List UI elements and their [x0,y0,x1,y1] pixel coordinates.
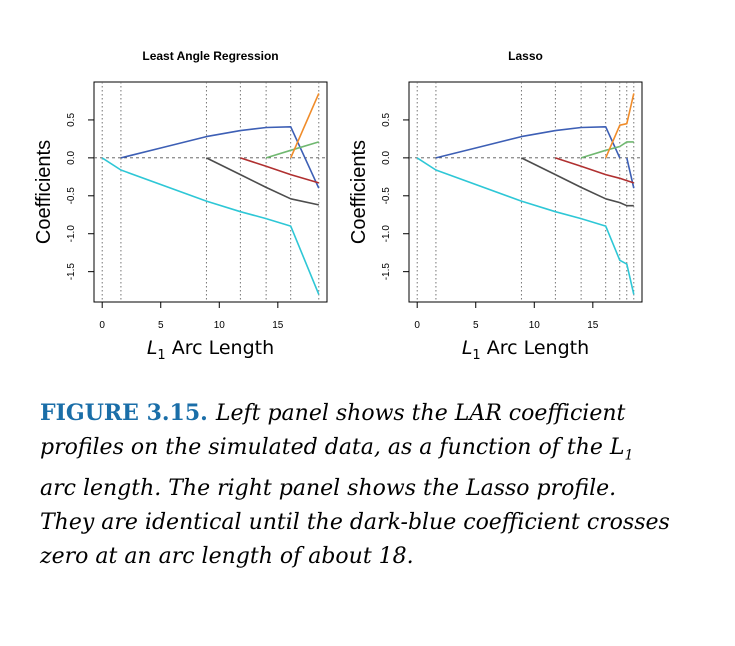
y-tick-label: 0.0 [66,150,77,164]
caption-line-1: FIGURE 3.15. Left panel shows the LAR coe… [40,396,680,431]
coefficient-path [555,157,635,184]
caption-line-4: They are identical until the dark-blue c… [40,510,670,536]
y-tick-label: -1.5 [381,263,392,281]
x-axis-label-rest: Arc Length [166,337,274,359]
caption-subscript: 1 [624,447,634,464]
figure-caption: FIGURE 3.15. Left panel shows the LAR coe… [40,396,680,574]
x-axis-label-subscript: 1 [157,348,165,363]
x-axis-label-main: L [147,337,158,359]
y-axis-label: Coefficients [33,140,55,244]
y-tick-label: -0.5 [381,187,392,205]
caption-line-3: arc length. The right panel shows the La… [40,476,617,502]
y-tick-label: -1.0 [381,225,392,243]
coefficient-path [521,157,634,207]
coefficient-path [240,157,320,184]
x-axis-label-subscript: 1 [472,348,480,363]
plot-frame [408,81,643,303]
coefficient-path [435,126,621,159]
x-tick-label: 0 [99,320,105,331]
x-tick-label: 15 [272,320,284,331]
chart-title: Least Angle Regression [142,49,278,63]
coefficient-path [626,157,635,189]
chart-title: Lasso [508,49,543,63]
caption-text-2: profiles on the simulated data, as a fun… [40,435,625,460]
chart-panel-2: Lasso 0 5 10 15 -1.5 -1.0 -0.5 0.0 0.5 Coefficient… [348,49,643,363]
y-tick-label: -0.5 [66,187,77,205]
x-axis-label: L1 Arc Length [462,337,589,363]
chart-panel-1: Least Angle Regression 0 5 10 15 -1.5 -1.0 -0.5… [33,49,328,363]
y-tick-label: -1.0 [66,225,77,243]
x-axis-label-main: L [462,337,473,359]
coefficient-path [265,141,320,159]
x-axis-label: L1 Arc Length [147,337,274,363]
x-tick-label: 10 [214,320,226,331]
x-axis-label-rest: Arc Length [481,337,589,359]
x-tick-label: 10 [529,320,541,331]
caption-line-2: profiles on the simulated data, as a fun… [40,431,680,472]
coefficient-path [289,93,320,159]
x-tick-label: 0 [414,320,420,331]
x-tick-label: 15 [587,320,599,331]
coefficient-path [206,157,319,206]
coefficient-path [120,126,320,189]
coefficient-path [101,157,320,295]
coefficient-path [604,93,635,159]
y-tick-label: 0.5 [381,113,392,127]
y-tick-label: 0.5 [66,113,77,127]
x-tick-label: 5 [473,320,479,331]
y-tick-label: -1.5 [66,263,77,281]
coefficient-path [580,141,634,159]
caption-text-1: Left panel shows the LAR coefficient [215,401,626,426]
y-axis-label: Coefficients [348,140,370,244]
caption-line-5: zero at an arc length of about 18. [40,544,414,570]
figure-label: FIGURE 3.15. [40,400,208,426]
plot-frame [93,81,328,303]
y-tick-label: 0.0 [381,150,392,164]
x-tick-label: 5 [158,320,164,331]
coefficient-path [416,157,635,295]
